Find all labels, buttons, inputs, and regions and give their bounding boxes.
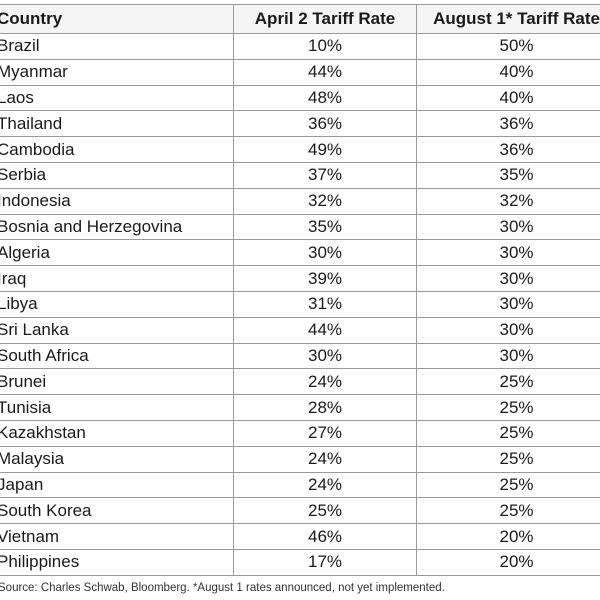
country-cell: Libya [0, 290, 234, 318]
april-rate-cell: 30% [233, 239, 417, 267]
country-cell: Bosnia and Herzegovina [0, 213, 234, 241]
april-rate-cell: 25% [233, 497, 417, 525]
april-rate-cell: 32% [233, 187, 417, 215]
table-body: Brazil 10% 50% Myanmar 44% 40% Laos 48% 40% Thail… [0, 33, 600, 576]
august-rate-cell: 30% [416, 290, 600, 318]
august-rate-cell: 25% [416, 368, 600, 396]
table-row: Brunei 24% 25% [0, 368, 600, 396]
april-rate-cell: 27% [233, 419, 417, 447]
august-rate-cell: 25% [416, 419, 600, 447]
april-rate-cell: 28% [233, 394, 417, 421]
april-rate-cell: 49% [233, 136, 417, 163]
country-cell: South Korea [0, 497, 234, 525]
country-cell: Myanmar [0, 58, 234, 86]
country-cell: Cambodia [0, 136, 234, 163]
august-rate-cell: 20% [416, 523, 600, 550]
country-cell: Japan [0, 471, 234, 499]
august-rate-cell: 30% [416, 342, 600, 370]
table-row: South Korea 25% 25% [0, 497, 600, 525]
country-cell: Iraq [0, 265, 234, 292]
country-cell: Tunisia [0, 394, 234, 421]
country-cell: Indonesia [0, 187, 234, 215]
august-rate-cell: 36% [416, 110, 600, 138]
country-cell: Kazakhstan [0, 419, 234, 447]
table-row: Libya 31% 30% [0, 290, 600, 318]
april-rate-cell: 17% [233, 548, 417, 576]
table-row: Cambodia 49% 36% [0, 136, 600, 163]
country-cell: Thailand [0, 110, 234, 138]
table-row: Myanmar 44% 40% [0, 58, 600, 86]
august-rate-cell: 40% [416, 84, 600, 112]
table-row: Sri Lanka 44% 30% [0, 316, 600, 344]
august-rate-cell: 25% [416, 394, 600, 421]
table-row: Philippines 17% 20% [0, 548, 600, 576]
tariff-table-container: Country April 2 Tariff Rate August 1* Ta… [0, 4, 600, 576]
table-row: Iraq39%30% [0, 265, 600, 292]
april-rate-cell: 39% [233, 265, 417, 292]
august-rate-cell: 35% [416, 161, 600, 189]
table-row: Thailand 36% 36% [0, 110, 600, 138]
august-rate-cell: 25% [416, 497, 600, 525]
april-rate-cell: 10% [233, 33, 417, 60]
april-rate-cell: 44% [233, 58, 417, 86]
april-rate-cell: 35% [233, 213, 417, 241]
header-country: Country [0, 4, 234, 34]
country-cell: Serbia [0, 161, 234, 189]
table-row: Brazil 10% 50% [0, 33, 600, 60]
april-rate-cell: 46% [233, 523, 417, 550]
april-rate-cell: 30% [233, 342, 417, 370]
country-cell: Brazil [0, 33, 234, 60]
table-row: Algeria 30% 30% [0, 239, 600, 267]
april-rate-cell: 48% [233, 84, 417, 112]
country-cell: Algeria [0, 239, 234, 267]
august-rate-cell: 50% [416, 33, 600, 60]
table-row: Indonesia 32% 32% [0, 187, 600, 215]
table-row: Bosnia and Herzegovina 35% 30% [0, 213, 600, 241]
tariff-table: Country April 2 Tariff Rate August 1* Ta… [0, 4, 600, 576]
august-rate-cell: 20% [416, 548, 600, 576]
august-rate-cell: 40% [416, 58, 600, 86]
country-cell: Vietnam [0, 523, 234, 550]
april-rate-cell: 24% [233, 445, 417, 473]
april-rate-cell: 24% [233, 471, 417, 499]
country-cell: Laos [0, 84, 234, 112]
april-rate-cell: 44% [233, 316, 417, 344]
august-rate-cell: 30% [416, 239, 600, 267]
table-row: Tunisia 28% 25% [0, 394, 600, 421]
table-row: South Africa 30% 30% [0, 342, 600, 370]
august-rate-cell: 36% [416, 136, 600, 163]
table-row: Vietnam 46% 20% [0, 523, 600, 550]
table-row: Serbia 37% 35% [0, 161, 600, 189]
table-row: Laos 48% 40% [0, 84, 600, 112]
header-april-rate: April 2 Tariff Rate [233, 4, 417, 34]
country-cell: Brunei [0, 368, 234, 396]
april-rate-cell: 36% [233, 110, 417, 138]
august-rate-cell: 25% [416, 471, 600, 499]
august-rate-cell: 25% [416, 445, 600, 473]
august-rate-cell: 30% [416, 213, 600, 241]
country-cell: Philippines [0, 548, 234, 576]
table-row: Kazakhstan 27% 25% [0, 419, 600, 447]
country-cell: South Africa [0, 342, 234, 370]
april-rate-cell: 24% [233, 368, 417, 396]
table-row: Malaysia 24% 25% [0, 445, 600, 473]
april-rate-cell: 31% [233, 290, 417, 318]
country-cell: Malaysia [0, 445, 234, 473]
table-row: Japan 24% 25% [0, 471, 600, 499]
country-cell: Sri Lanka [0, 316, 234, 344]
source-footnote: Source: Charles Schwab, Bloomberg. *Augu… [0, 582, 445, 594]
header-august-rate: August 1* Tariff Rate [416, 4, 600, 34]
table-header-row: Country April 2 Tariff Rate August 1* Ta… [0, 4, 600, 34]
august-rate-cell: 32% [416, 187, 600, 215]
august-rate-cell: 30% [416, 265, 600, 292]
august-rate-cell: 30% [416, 316, 600, 344]
april-rate-cell: 37% [233, 161, 417, 189]
